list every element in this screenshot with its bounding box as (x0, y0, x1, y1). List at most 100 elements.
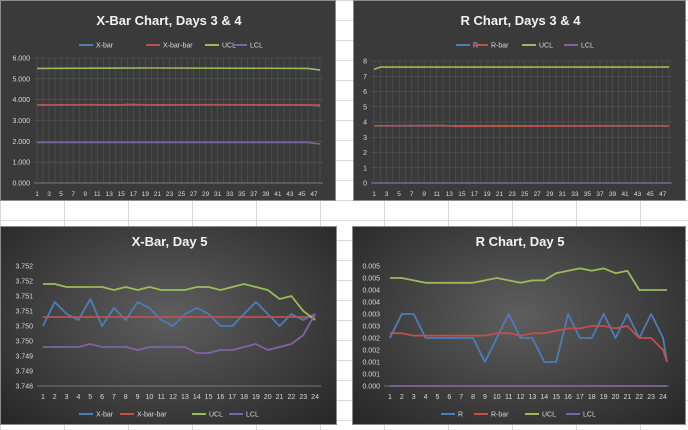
xbar-chart-day-5-svg: X-Bar, Day 5 3.748 3.749 3.749 3.750 3.750 3.7… (15, 234, 321, 419)
xbar-chart-day-5[interactable]: X-Bar, Day 5 3.748 3.749 3.749 3.750 3.750 3.7… (0, 226, 337, 425)
x-tick-label: 11 (433, 191, 440, 198)
x-tick-label: 3 (385, 191, 389, 198)
x-tick-label: 14 (193, 394, 201, 401)
x-tick-label: 20 (612, 394, 620, 401)
x-tick-label: 13 (106, 191, 114, 198)
y-tick-label: 6.000 (12, 56, 30, 63)
x-tick-label: 25 (178, 191, 186, 198)
x-tick-label: 9 (83, 191, 87, 198)
y-tick-label: 6 (363, 89, 367, 96)
x-tick-label: 7 (459, 394, 463, 401)
x-tick-label: 2 (400, 394, 404, 401)
x-tick-label: 15 (552, 394, 560, 401)
y-tick-label: 0.002 (362, 336, 380, 343)
legend-label: LCL (581, 43, 594, 50)
y-tick-label: 0.001 (362, 372, 380, 379)
series-line-ucl (389, 267, 667, 291)
legend-label: LCL (583, 412, 596, 419)
x-tick-label: 11 (94, 191, 101, 198)
y-tick-label: 3.752 (15, 279, 33, 286)
series-line-ucl (373, 66, 669, 71)
x-tick-label: 47 (659, 191, 667, 198)
r-chart-days-3-4[interactable]: R Chart, Days 3 & 4 0 1 2 3 4 5 6 7 8 1 3 5 7 9 11 13 15 1… (353, 0, 686, 201)
y-tick-label: 5 (363, 104, 367, 111)
x-tick-label: 47 (310, 191, 318, 198)
x-tick-label: 19 (600, 394, 608, 401)
series-line-r-bar (373, 124, 670, 128)
x-tick-label: 5 (88, 394, 92, 401)
legend-label: R-bar (491, 43, 509, 50)
x-tick-label: 19 (142, 191, 150, 198)
x-tick-label: 8 (471, 394, 475, 401)
x-tick-label: 37 (596, 191, 604, 198)
x-tick-label: 22 (288, 394, 296, 401)
x-tick-label: 1 (41, 394, 45, 401)
chart-title: X-Bar Chart, Days 3 & 4 (96, 13, 242, 28)
legend-label: X-bar (96, 43, 114, 50)
y-tick-label: 0.000 (12, 181, 30, 188)
x-tick-label: 12 (517, 394, 525, 401)
x-tick-label: 21 (276, 394, 284, 401)
x-tick-label: 33 (226, 191, 234, 198)
x-tick-label: 17 (130, 191, 138, 198)
y-tick-label: 3.751 (15, 309, 33, 316)
x-tick-label: 13 (529, 394, 537, 401)
x-tick-label: 35 (238, 191, 246, 198)
y-tick-label: 0 (363, 181, 367, 188)
x-tick-label: 33 (571, 191, 579, 198)
series-line-ucl (36, 67, 321, 71)
xbar-chart-days-3-4[interactable]: X-Bar Chart, Days 3 & 4 0.000 1.000 2.000 3.… (0, 0, 336, 201)
legend-label: UCL (209, 412, 223, 419)
x-tick-label: 41 (274, 191, 282, 198)
x-tick-label: 25 (521, 191, 529, 198)
x-tick-label: 12 (169, 394, 177, 401)
x-tick-label: 27 (534, 191, 542, 198)
series-line-lcl (42, 313, 316, 354)
x-tick-label: 29 (202, 191, 210, 198)
x-tick-label: 23 (166, 191, 174, 198)
series-line-lcl (37, 141, 321, 145)
y-tick-label: 3.000 (12, 118, 30, 125)
x-tick-label: 7 (410, 191, 414, 198)
y-tick-label: 0.003 (362, 324, 380, 331)
chart-title: X-Bar, Day 5 (132, 234, 208, 249)
y-tick-label: 4.000 (12, 97, 30, 104)
y-tick-label: 3.749 (15, 354, 33, 361)
series-line-r (389, 313, 668, 363)
x-tick-label: 17 (471, 191, 479, 198)
x-tick-label: 5 (435, 394, 439, 401)
y-tick-label: 7 (363, 74, 367, 81)
x-tick-label: 17 (576, 394, 584, 401)
x-tick-label: 19 (252, 394, 260, 401)
chart-title: R Chart, Day 5 (476, 234, 565, 249)
y-tick-label: 4 (363, 120, 367, 127)
x-tick-label: 24 (311, 394, 319, 401)
y-tick-label: 0.002 (362, 348, 380, 355)
x-tick-label: 8 (124, 394, 128, 401)
x-tick-label: 24 (659, 394, 667, 401)
y-tick-label: 3 (363, 135, 367, 142)
r-chart-day-5[interactable]: R Chart, Day 5 0.000 0.001 0.001 0.002 0.002 0… (352, 226, 686, 425)
x-tick-label: 27 (190, 191, 198, 198)
y-tick-label: 0.001 (362, 360, 380, 367)
legend-label: UCL (542, 412, 556, 419)
x-tick-label: 3 (65, 394, 69, 401)
x-tick-label: 23 (299, 394, 307, 401)
x-tick-label: 15 (118, 191, 126, 198)
series-line-ucl (42, 283, 316, 321)
x-tick-label: 29 (546, 191, 554, 198)
y-tick-label: 0.000 (362, 384, 380, 391)
y-tick-label: 0.005 (362, 276, 380, 283)
x-tick-label: 14 (540, 394, 548, 401)
legend-label: X-bar (96, 412, 114, 419)
x-tick-label: 6 (100, 394, 104, 401)
x-tick-label: 3 (47, 191, 51, 198)
series-line-x-bar (42, 298, 316, 327)
x-tick-label: 10 (146, 394, 154, 401)
x-tick-label: 39 (609, 191, 617, 198)
x-tick-label: 15 (458, 191, 466, 198)
legend-label: R (458, 412, 463, 419)
series-line-r-bar (389, 325, 668, 363)
x-tick-label: 18 (240, 394, 248, 401)
legend-label: X-bar-bar (137, 412, 167, 419)
